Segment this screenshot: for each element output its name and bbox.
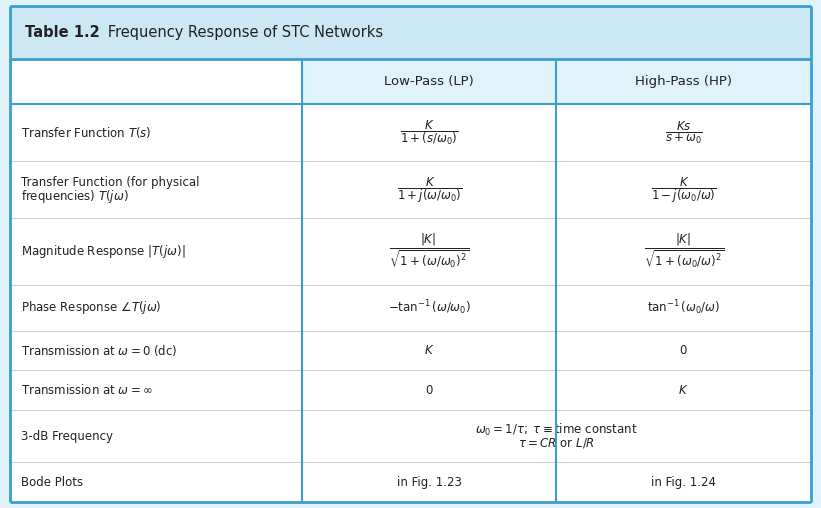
Text: 3-dB Frequency: 3-dB Frequency: [21, 430, 113, 442]
Bar: [557, 59, 811, 104]
Text: $\dfrac{K}{1-j(\omega_0/\omega)}$: $\dfrac{K}{1-j(\omega_0/\omega)}$: [651, 175, 717, 205]
Text: $0$: $0$: [425, 384, 433, 397]
Text: Transfer Function $T(s)$: Transfer Function $T(s)$: [21, 125, 152, 140]
Text: $\tan^{-1}(\omega_0/\omega)$: $\tan^{-1}(\omega_0/\omega)$: [647, 299, 720, 317]
Text: $0$: $0$: [680, 344, 688, 357]
Text: $\dfrac{K}{1+j(\omega/\omega_0)}$: $\dfrac{K}{1+j(\omega/\omega_0)}$: [397, 175, 462, 205]
Text: frequencies) $T(j\omega)$: frequencies) $T(j\omega)$: [21, 188, 129, 205]
Text: Frequency Response of STC Networks: Frequency Response of STC Networks: [94, 25, 383, 40]
Bar: [10, 6, 811, 59]
Text: Magnitude Response $|T(j\omega)|$: Magnitude Response $|T(j\omega)|$: [21, 243, 186, 260]
Text: Table 1.2: Table 1.2: [25, 25, 99, 40]
Text: Transfer Function (for physical: Transfer Function (for physical: [21, 176, 200, 189]
Text: $K$: $K$: [678, 384, 689, 397]
Bar: [10, 59, 811, 502]
Text: $K$: $K$: [424, 344, 434, 357]
Text: $\dfrac{|K|}{\sqrt{1+(\omega_0/\omega)^2}}$: $\dfrac{|K|}{\sqrt{1+(\omega_0/\omega)^2…: [644, 232, 724, 271]
Text: in Fig. 1.24: in Fig. 1.24: [651, 475, 716, 489]
Text: $\omega_0 = 1/\tau;\; \tau \equiv \mathrm{time\ constant}$: $\omega_0 = 1/\tau;\; \tau \equiv \mathr…: [475, 422, 638, 437]
Text: Transmission at $\omega = \infty$: Transmission at $\omega = \infty$: [21, 383, 153, 397]
Text: $\dfrac{K}{1+(s/\omega_0)}$: $\dfrac{K}{1+(s/\omega_0)}$: [400, 118, 459, 147]
Text: $-\tan^{-1}(\omega/\omega_0)$: $-\tan^{-1}(\omega/\omega_0)$: [388, 299, 470, 317]
Text: Phase Response $\angle T(j\omega)$: Phase Response $\angle T(j\omega)$: [21, 299, 162, 316]
Text: $\dfrac{|K|}{\sqrt{1+(\omega/\omega_0)^2}}$: $\dfrac{|K|}{\sqrt{1+(\omega/\omega_0)^2…: [389, 232, 470, 271]
Bar: [302, 59, 557, 104]
Text: Transmission at $\omega = 0$ (dc): Transmission at $\omega = 0$ (dc): [21, 343, 178, 358]
Text: High-Pass (HP): High-Pass (HP): [635, 75, 732, 88]
Text: in Fig. 1.23: in Fig. 1.23: [397, 475, 461, 489]
Text: Bode Plots: Bode Plots: [21, 475, 84, 489]
Text: $\tau = CR\ \mathrm{or}\ L/R$: $\tau = CR\ \mathrm{or}\ L/R$: [518, 436, 595, 450]
Text: $\dfrac{Ks}{s+\omega_0}$: $\dfrac{Ks}{s+\omega_0}$: [665, 119, 703, 146]
Text: Low-Pass (LP): Low-Pass (LP): [384, 75, 475, 88]
